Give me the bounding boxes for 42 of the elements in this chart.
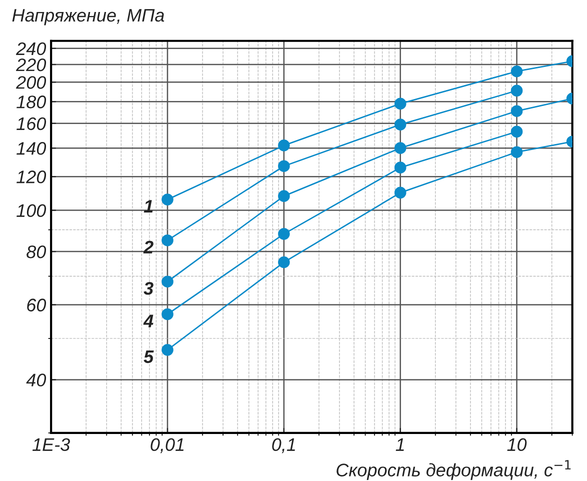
y-tick-label: 200: [16, 76, 46, 89]
series-label: 2: [143, 240, 154, 254]
y-tick-label: 220: [16, 58, 46, 72]
y-tick-label: 40: [26, 374, 46, 386]
x-tick-label: 10: [507, 438, 527, 452]
point: [394, 118, 406, 130]
y-tick-label: 100: [16, 204, 46, 218]
point: [278, 160, 290, 172]
point: [162, 308, 174, 320]
point: [510, 65, 523, 78]
x-tick-label: 1E-3: [32, 438, 70, 452]
y-tick-label: 80: [26, 245, 46, 258]
point: [162, 234, 174, 246]
y-tick-label: 240: [16, 42, 46, 56]
point: [162, 194, 174, 206]
x-tick-label: 0,01: [150, 438, 184, 454]
series-label: 4: [143, 314, 154, 328]
y-tick-label: 60: [27, 298, 46, 312]
x-tick-label: 0,1: [272, 438, 295, 454]
point: [510, 84, 523, 97]
point: [394, 98, 406, 110]
point: [510, 126, 523, 138]
point: [278, 228, 290, 240]
x-axis-title: Скорость деформации, с$^{−1}$: [336, 460, 571, 480]
point: [278, 140, 290, 152]
point: [162, 276, 174, 288]
point: [510, 105, 523, 118]
y-tick-label: 140: [16, 142, 46, 155]
series-label: 5: [144, 350, 154, 364]
y-tick-label: 180: [16, 96, 46, 108]
y-tick-label: 160: [16, 117, 46, 130]
series-label: 3: [144, 282, 154, 295]
y-tick-label: 120: [16, 170, 46, 184]
point: [394, 186, 406, 199]
y-axis-title: Напряжение, МПа: [12, 9, 164, 26]
point: [278, 190, 290, 202]
point: [394, 162, 406, 174]
point: [162, 344, 174, 356]
point: [394, 142, 406, 154]
point: [510, 146, 523, 158]
point: [278, 256, 290, 268]
x-tick-label: 1: [396, 438, 404, 451]
